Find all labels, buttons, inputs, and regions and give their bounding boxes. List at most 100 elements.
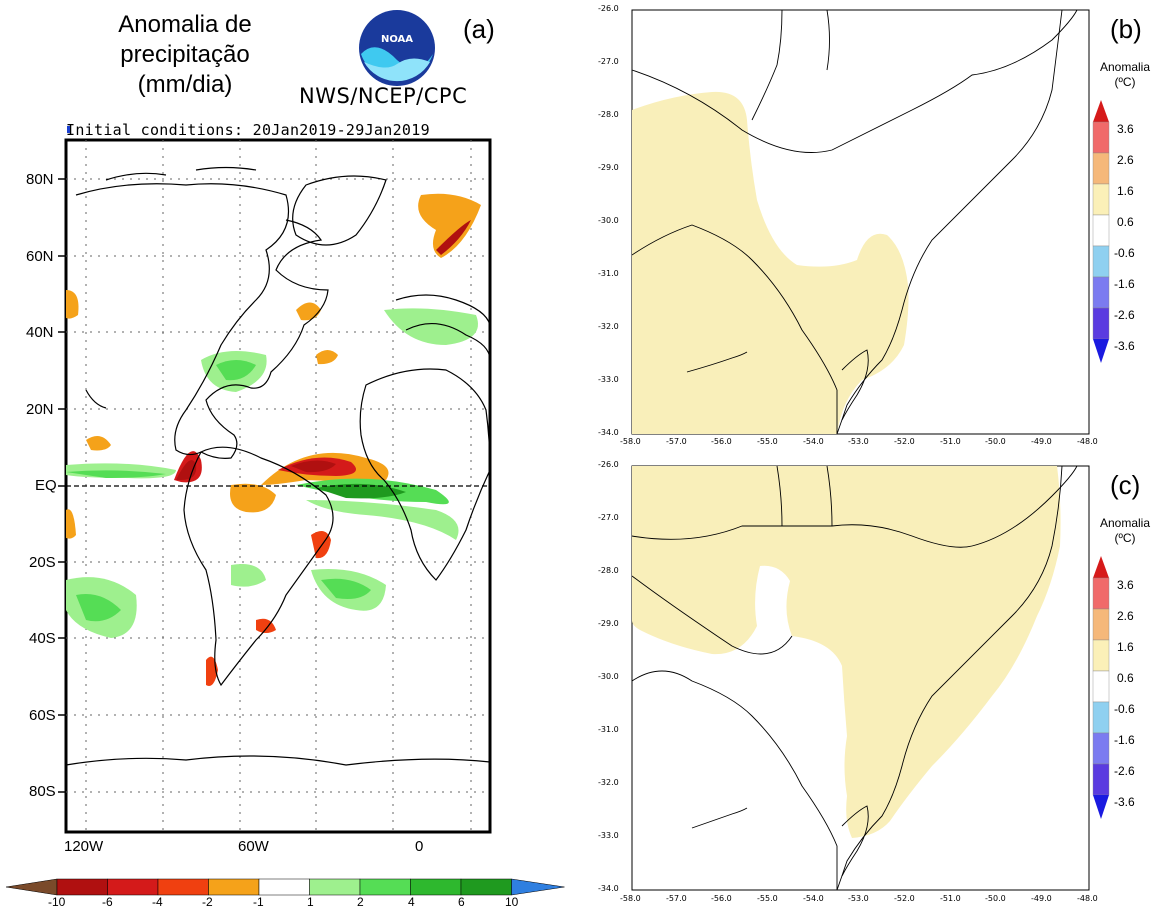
legend-tick: -3.6 <box>1114 795 1135 809</box>
colorbar-segment <box>107 878 159 896</box>
title-line-3: (mm/dia) <box>137 71 233 98</box>
noaa-logo-icon: NOAA <box>359 10 435 86</box>
lat-tick: -34.0 <box>598 428 619 437</box>
lon-tick: -56.0 <box>711 894 732 903</box>
lat-label: 60N <box>26 248 54 265</box>
lat-tick: -30.0 <box>598 216 619 225</box>
lat-tick: -32.0 <box>598 322 619 331</box>
lon-tick: -55.0 <box>757 437 778 446</box>
colorbar-segment <box>1092 732 1110 765</box>
colorbar-segment <box>460 878 512 896</box>
cb-tick: 10 <box>505 895 519 909</box>
legend-title-line: (ºC) <box>1114 531 1136 545</box>
precip-colorbar <box>5 878 565 896</box>
colorbar-segment <box>1092 763 1110 796</box>
colorbar-segment <box>1092 307 1110 340</box>
legend-tick: 2.6 <box>1117 153 1134 167</box>
init-marker <box>67 126 70 133</box>
legend-title-line: Anomalia <box>1099 60 1151 74</box>
legend-tick: 1.6 <box>1117 184 1134 198</box>
lon-tick: -49.0 <box>1031 894 1052 903</box>
colorbar-segment <box>1092 701 1110 734</box>
legend-tick: -1.6 <box>1114 733 1135 747</box>
lat-tick: -28.0 <box>598 566 619 575</box>
legend-b-ticks: 3.6 2.6 1.6 0.6 -0.6 -1.6 -2.6 -3.6 <box>1114 122 1157 353</box>
lon-label: 0 <box>415 838 424 855</box>
cb-tick: -2 <box>202 895 213 909</box>
colorbar-segment <box>1092 121 1110 154</box>
lat-tick: -27.0 <box>598 513 619 522</box>
cb-tick: 6 <box>458 895 465 909</box>
lat-tick: -33.0 <box>598 831 619 840</box>
lon-tick: -49.0 <box>1031 437 1052 446</box>
lon-tick: -50.0 <box>985 894 1006 903</box>
colorbar-arrow-high <box>1093 100 1109 122</box>
lat-tick: -33.0 <box>598 375 619 384</box>
panel-a-title: Anomalia de precipitação (mm/dia) <box>90 10 280 100</box>
colorbar-segment <box>410 878 462 896</box>
lat-tick: -29.0 <box>598 619 619 628</box>
lon-tick: -48.0 <box>1077 894 1098 903</box>
legend-tick: 1.6 <box>1117 640 1134 654</box>
lat-label: 80N <box>26 171 54 188</box>
state-borders <box>631 9 1078 435</box>
legend-tick: -1.6 <box>1114 277 1135 291</box>
colorbar-arrow-low <box>5 878 58 896</box>
lon-tick: -54.0 <box>803 894 824 903</box>
panel-a-letter: (a) <box>463 14 495 44</box>
colorbar-segment <box>359 878 411 896</box>
legend-tick: 0.6 <box>1117 671 1134 685</box>
precip-anomalies <box>66 193 481 686</box>
lat-tick: -31.0 <box>598 725 619 734</box>
panel-c-lat-ticks: -26.0 -27.0 -28.0 -29.0 -30.0 -31.0 -32.… <box>590 460 630 900</box>
lat-tick: -27.0 <box>598 57 619 66</box>
colorbar-segment <box>1092 245 1110 278</box>
lat-tick: -28.0 <box>598 110 619 119</box>
state-borders <box>631 465 1078 891</box>
title-line-1: Anomalia de <box>118 11 252 38</box>
logo-text: NOAA <box>381 34 413 45</box>
legend-title-line: (ºC) <box>1114 75 1136 89</box>
colorbar-segment <box>157 878 209 896</box>
panel-c-lon-ticks: -58.0 -57.0 -56.0 -55.0 -54.0 -53.0 -52.… <box>620 894 1100 906</box>
lat-tick: -34.0 <box>598 884 619 893</box>
temp-colorbar-c <box>1092 556 1110 819</box>
legend-tick: -2.6 <box>1114 764 1135 778</box>
lon-tick: -57.0 <box>666 894 687 903</box>
legend-tick: -2.6 <box>1114 308 1135 322</box>
panel-b-lon-ticks: -58.0 -57.0 -56.0 -55.0 -54.0 -53.0 -52.… <box>620 437 1100 449</box>
lon-tick: -56.0 <box>711 437 732 446</box>
legend-tick: -0.6 <box>1114 246 1135 260</box>
cb-tick: -4 <box>152 895 163 909</box>
initial-conditions: Initial conditions: 20Jan2019-29Jan2019 <box>66 121 430 139</box>
cb-tick: -1 <box>253 895 264 909</box>
colorbar-segment <box>309 878 361 896</box>
lon-tick: -52.0 <box>894 894 915 903</box>
lon-tick: -53.0 <box>848 437 869 446</box>
lat-tick: -31.0 <box>598 269 619 278</box>
colorbar-arrow-low <box>1093 339 1109 363</box>
colorbar-segment <box>1092 152 1110 185</box>
lat-ticks <box>58 178 66 793</box>
legend-c-title: Anomalia (ºC) <box>1090 516 1160 546</box>
lon-tick: -52.0 <box>894 437 915 446</box>
lon-tick: -58.0 <box>620 437 641 446</box>
legend-tick: -3.6 <box>1114 339 1135 353</box>
legend-b-title: Anomalia (ºC) <box>1090 60 1160 90</box>
colorbar-arrow-high <box>511 878 565 896</box>
lat-tick: -29.0 <box>598 163 619 172</box>
lat-tick: -32.0 <box>598 778 619 787</box>
cb-tick: 2 <box>357 895 364 909</box>
lon-tick: -48.0 <box>1077 437 1098 446</box>
cb-tick: -10 <box>48 895 66 909</box>
colorbar-segment <box>1092 276 1110 309</box>
colorbar-segment <box>1092 214 1110 247</box>
lon-tick: -58.0 <box>620 894 641 903</box>
lon-tick: -57.0 <box>666 437 687 446</box>
lat-label: EQ <box>35 477 57 494</box>
panel-c-map <box>631 465 1090 891</box>
colorbar-arrow-low <box>1093 795 1109 819</box>
legend-tick: 3.6 <box>1117 122 1134 136</box>
colorbar-arrow-high <box>1093 556 1109 578</box>
agency-label: NWS/NCEP/CPC <box>299 84 468 108</box>
